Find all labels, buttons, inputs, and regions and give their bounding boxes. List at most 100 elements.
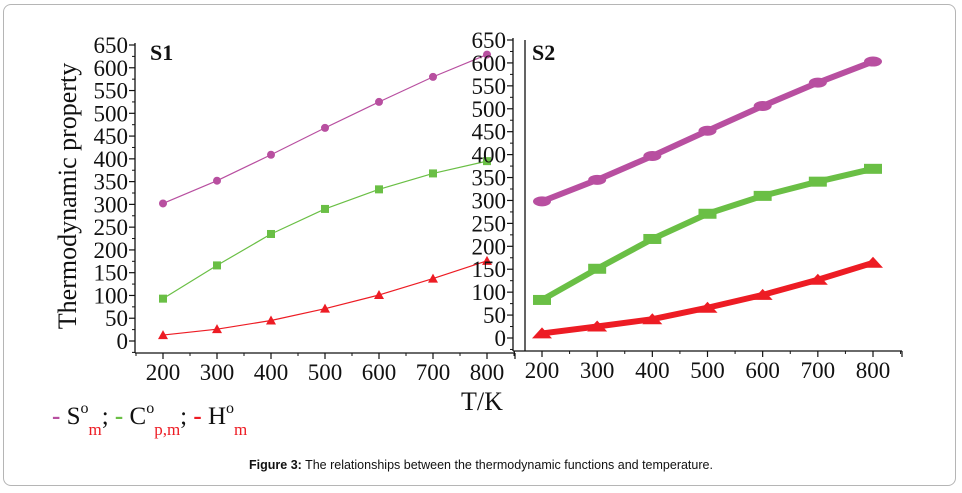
data-point-triangle — [863, 256, 883, 268]
y-tick-label: 450 — [472, 120, 507, 145]
data-point-triangle — [642, 313, 663, 325]
data-point-triangle — [532, 327, 552, 339]
x-tick-label: 400 — [635, 358, 670, 383]
data-point-triangle — [266, 315, 276, 325]
data-point-triangle — [212, 324, 222, 334]
y-tick-label: 100 — [94, 283, 129, 308]
data-point-square — [429, 169, 437, 178]
legend-sub: m — [88, 420, 102, 439]
y-tick-label: 300 — [94, 192, 129, 217]
data-point-square — [375, 185, 383, 194]
data-point-circle — [321, 123, 329, 132]
x-tick-label: 800 — [856, 358, 891, 383]
y-tick-label: 200 — [94, 238, 129, 263]
legend-sup: o — [80, 400, 89, 417]
data-point-triangle — [428, 273, 438, 283]
series-line — [162, 160, 488, 300]
series-triangle — [532, 256, 883, 339]
legend-swatch-heat-capacity: - — [114, 403, 124, 430]
data-point-circle — [698, 125, 717, 136]
data-point-circle — [375, 97, 383, 106]
caption-label: Figure 3: — [249, 458, 302, 472]
data-point-circle — [588, 174, 607, 185]
data-point-circle — [483, 50, 491, 59]
x-tick-label: 700 — [416, 360, 451, 385]
y-tick-label: 150 — [472, 257, 507, 282]
panel-s1: 0501001502002503003504004505005506006502… — [94, 33, 516, 385]
x-tick-label: 500 — [690, 358, 725, 383]
data-point-square — [533, 294, 551, 305]
y-tick-label: 550 — [94, 79, 129, 104]
series-triangle — [158, 255, 492, 340]
legend-symbol: H — [207, 403, 227, 430]
x-tick-label: 400 — [254, 360, 289, 385]
legend-separator: ; — [180, 403, 188, 430]
legend-item-entropy: - Som; — [52, 400, 115, 439]
y-tick-label: 200 — [472, 234, 507, 259]
legend-item-enthalpy: - Hom — [193, 400, 247, 439]
y-tick-label: 500 — [94, 101, 129, 126]
data-point-triangle — [752, 288, 773, 300]
data-point-circle — [213, 176, 221, 185]
figure-caption: Figure 3: The relationships between the … — [0, 458, 962, 472]
data-point-triangle — [807, 273, 828, 285]
y-tick-label: 50 — [105, 306, 128, 331]
y-tick-label: 650 — [472, 28, 507, 53]
x-tick-label: 200 — [146, 360, 181, 385]
y-tick-label: 0 — [495, 326, 507, 351]
legend-separator: ; — [101, 403, 109, 430]
y-tick-label: 550 — [472, 74, 507, 99]
y-tick-label: 150 — [94, 261, 129, 286]
y-tick-label: 650 — [94, 33, 129, 58]
y-tick-label: 350 — [94, 170, 129, 195]
legend-item-heat-capacity: - Co p,m; — [114, 400, 193, 439]
data-point-circle — [267, 150, 275, 159]
legend-sup: o — [146, 400, 155, 417]
legend-symbol: C — [129, 403, 147, 430]
x-tick-label: 600 — [745, 358, 780, 383]
data-point-triangle — [158, 330, 168, 340]
x-tick-label: 300 — [200, 360, 235, 385]
data-point-square — [643, 233, 662, 244]
series-line — [162, 260, 488, 336]
data-point-circle — [643, 150, 662, 161]
data-point-circle — [429, 72, 437, 81]
x-tick-label: 600 — [362, 360, 397, 385]
data-point-square — [159, 294, 167, 303]
data-point-square — [483, 157, 491, 166]
x-axis-title: T/K — [461, 387, 503, 416]
x-tick-label: 500 — [308, 360, 343, 385]
y-tick-label: 100 — [472, 280, 507, 305]
data-point-circle — [533, 196, 551, 207]
x-tick-label: 300 — [580, 358, 615, 383]
data-point-circle — [864, 56, 882, 67]
legend-swatch-entropy: - — [52, 403, 61, 430]
series-circle — [533, 56, 882, 207]
data-point-triangle — [374, 290, 384, 300]
data-point-square — [864, 163, 882, 174]
y-tick-label: 600 — [472, 51, 507, 76]
data-point-circle — [753, 101, 772, 112]
panel-title: S2 — [532, 40, 555, 65]
y-tick-label: 500 — [472, 97, 507, 122]
data-point-square — [588, 263, 607, 274]
data-point-square — [753, 190, 772, 201]
data-point-triangle — [697, 301, 718, 313]
data-point-square — [698, 208, 717, 219]
y-tick-label: 350 — [472, 166, 507, 191]
y-tick-label: 250 — [94, 215, 129, 240]
x-tick-label: 700 — [801, 358, 836, 383]
data-point-square — [267, 229, 275, 238]
y-axis-title: Thermodynamic property — [53, 63, 82, 329]
x-tick-label: 800 — [470, 360, 505, 385]
figure-frame — [3, 4, 956, 486]
y-tick-label: 400 — [94, 147, 129, 172]
legend-swatch-enthalpy: - — [193, 403, 202, 430]
data-point-square — [213, 261, 221, 270]
data-point-triangle — [482, 255, 492, 265]
series-square — [159, 157, 491, 303]
legend-sub: m — [234, 420, 248, 439]
legend-sup: o — [226, 400, 235, 417]
y-tick-label: 600 — [94, 56, 129, 81]
